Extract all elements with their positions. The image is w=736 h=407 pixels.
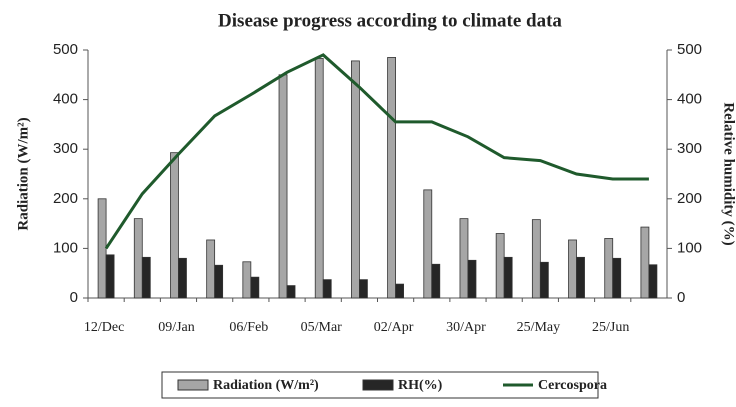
bar [133, 218, 143, 299]
bar [359, 279, 368, 299]
bar [141, 256, 151, 299]
bar [576, 256, 585, 299]
x-tick-label: 05/Mar [301, 320, 343, 335]
bar [214, 264, 224, 299]
legend-swatch [177, 379, 209, 391]
bar [612, 257, 622, 299]
bar [206, 239, 216, 299]
y2-tick-label: 0 [677, 289, 685, 306]
bar [604, 238, 614, 299]
bar [351, 60, 360, 299]
bar [503, 256, 513, 299]
y-tick-label: 0 [70, 289, 78, 306]
y-tick-label: 400 [53, 91, 78, 108]
bar [640, 226, 650, 299]
x-tick-label: 25/May [517, 320, 561, 335]
legend-box [161, 371, 599, 399]
bar [178, 257, 187, 299]
bar [431, 263, 441, 299]
bar [495, 233, 505, 299]
legend-label: Radiation (W/m²) [213, 378, 319, 393]
legend-label: RH(%) [398, 378, 443, 393]
bar [286, 285, 296, 299]
bar [395, 283, 404, 299]
y-tick-label: 300 [53, 140, 78, 157]
bar [242, 261, 252, 299]
x-tick-label: 30/Apr [446, 320, 486, 335]
bar [97, 198, 107, 299]
bar [250, 276, 260, 299]
x-tick-label: 25/Jun [592, 320, 629, 335]
bar [322, 279, 332, 299]
legend-swatch [362, 379, 394, 391]
bar [568, 239, 577, 299]
y-tick-label: 500 [53, 41, 78, 58]
x-tick-label: 09/Jan [158, 320, 195, 335]
x-tick-label: 12/Dec [84, 320, 124, 335]
legend-label: Cercospora [538, 378, 607, 393]
bar [531, 219, 541, 299]
bar [423, 189, 433, 299]
bar [278, 74, 288, 299]
y2-axis-label: Relative humidity (%) [721, 102, 736, 245]
x-tick-label: 02/Apr [374, 320, 414, 335]
bar [648, 264, 658, 299]
y2-tick-label: 300 [677, 140, 702, 157]
bar [459, 218, 469, 299]
y-tick-label: 200 [53, 190, 78, 207]
line [104, 53, 649, 250]
bar [539, 261, 549, 299]
y2-tick-label: 400 [677, 91, 702, 108]
y-tick-label: 100 [53, 239, 78, 256]
bar [170, 152, 179, 299]
bar [467, 259, 477, 299]
y2-tick-label: 200 [677, 190, 702, 207]
x-tick-label: 06/Feb [229, 320, 268, 335]
chart-title: Disease progress according to climate da… [218, 10, 562, 31]
y2-tick-label: 500 [677, 41, 702, 58]
bar [105, 254, 115, 299]
bar [314, 58, 324, 299]
y-axis-label: Radiation (W/m²) [15, 117, 31, 230]
y2-tick-label: 100 [677, 239, 702, 256]
bar [387, 57, 396, 299]
